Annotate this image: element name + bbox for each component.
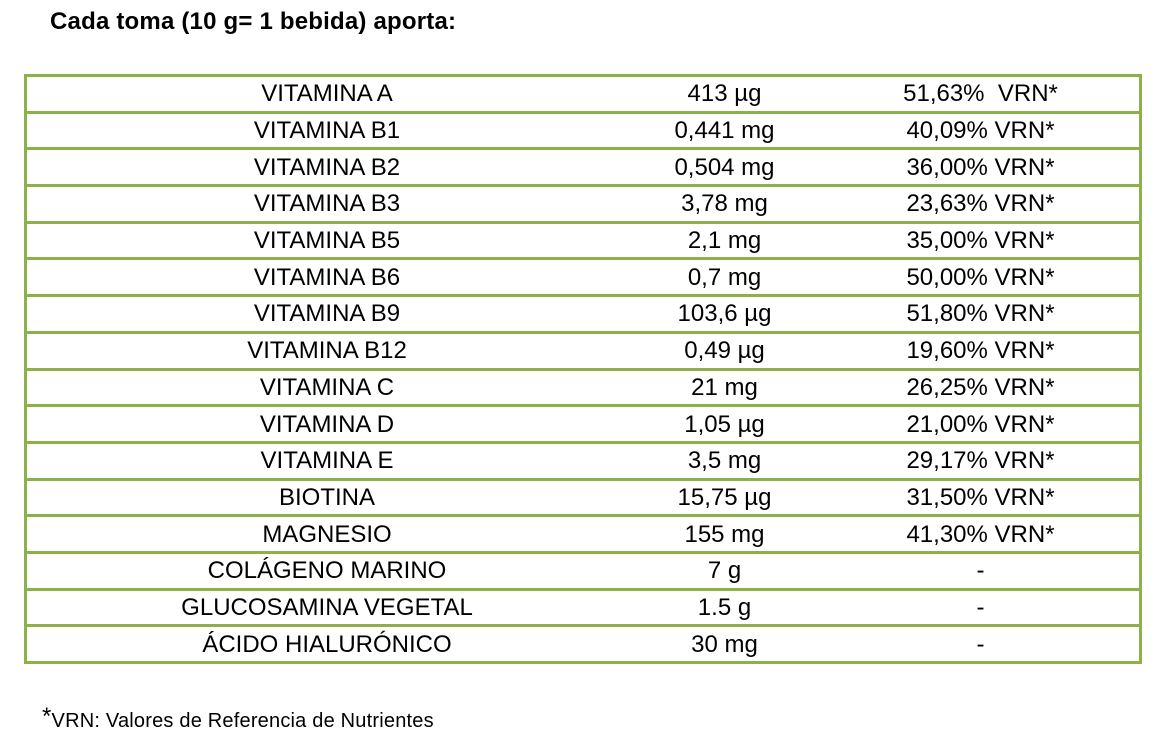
table-row: ÁCIDO HIALURÓNICO 30 mg - <box>27 624 1139 661</box>
vrn-cell: - <box>822 587 1139 626</box>
table-row: VITAMINA B5 2,1 mg 35,00% VRN* <box>27 220 1139 259</box>
nutrient-name-cell: VITAMINA B1 <box>27 110 627 149</box>
amount-cell: 0,504 mg <box>627 147 822 186</box>
nutrient-name-cell: COLÁGENO MARINO <box>27 550 627 590</box>
vrn-cell: 36,00% VRN* <box>822 147 1139 186</box>
nutrient-name-cell: VITAMINA D <box>27 404 627 443</box>
table-row: VITAMINA B1 0,441 mg 40,09% VRN* <box>27 110 1139 149</box>
table-row: VITAMINA B12 0,49 µg 19,60% VRN* <box>27 330 1139 369</box>
vrn-cell: 21,00% VRN* <box>822 404 1139 443</box>
vrn-cell: 26,25% VRN* <box>822 367 1139 406</box>
amount-cell: 3,5 mg <box>627 440 822 480</box>
table-row: GLUCOSAMINA VEGETAL 1.5 g- <box>27 587 1139 626</box>
amount-cell: 3,78 mg <box>627 184 822 223</box>
nutrition-table-body: VITAMINA A 413 µg 51,63% VRN* VITAMINA B1 0,… <box>27 77 1139 661</box>
amount-cell: 0,7 mg <box>627 257 822 296</box>
amount-cell: 1.5 g <box>627 587 822 626</box>
amount-cell: 413 µg <box>687 80 762 108</box>
vrn-cell: 51,63% VRN* <box>903 80 1058 108</box>
vrn-cell: 29,17% VRN* <box>822 440 1139 480</box>
vrn-cell: 41,30% VRN* <box>822 514 1139 553</box>
footnote-text: VRN: Valores de Referencia de Nutrientes <box>51 710 434 732</box>
amount-cell: 15,75 µg <box>627 477 822 516</box>
amount-cell: 2,1 mg <box>627 220 822 259</box>
table-row: MAGNESIO 155 mg 41,30% VRN* <box>27 514 1139 553</box>
table-row: VITAMINA D 1,05 µg 21,00% VRN* <box>27 404 1139 443</box>
vrn-cell: - <box>822 550 1139 590</box>
amount-cell: 155 mg <box>627 514 822 553</box>
table-row: VITAMINA B3 3,78 mg 23,63% VRN* <box>27 184 1139 223</box>
amount-cell: 0,441 mg <box>627 110 822 149</box>
nutrient-name-cell: VITAMINA E <box>27 440 627 480</box>
amount-cell: 1,05 µg <box>627 404 822 443</box>
nutrient-name-cell: VITAMINA A <box>261 80 393 108</box>
nutrient-name-cell: VITAMINA B5 <box>27 220 627 259</box>
table-row: VITAMINA B9 103,6 µg 51,80% VRN* <box>27 294 1139 333</box>
footnote: *VRN: Valores de Referencia de Nutriente… <box>42 703 434 734</box>
nutrient-name-cell: ÁCIDO HIALURÓNICO <box>27 624 627 661</box>
table-row: COLÁGENO MARINO 7 g- <box>27 550 1139 590</box>
nutrient-name-cell: VITAMINA B9 <box>27 294 627 333</box>
table-row: VITAMINA B6 0,7 mg 50,00% VRN* <box>27 257 1139 296</box>
amount-cell: 21 mg <box>627 367 822 406</box>
nutrient-name-cell: VITAMINA B2 <box>27 147 627 186</box>
nutrient-name-cell: VITAMINA C <box>27 367 627 406</box>
nutrient-name-cell: VITAMINA B12 <box>27 330 627 369</box>
vrn-cell: 31,50% VRN* <box>822 477 1139 516</box>
nutrient-name-cell: BIOTINA <box>27 477 627 516</box>
table-row: BIOTINA 15,75 µg 31,50% VRN* <box>27 477 1139 516</box>
vrn-cell: - <box>822 624 1139 661</box>
table-row: VITAMINA B2 0,504 mg 36,00% VRN* <box>27 147 1139 186</box>
amount-cell: 103,6 µg <box>627 294 822 333</box>
nutrient-name-cell: VITAMINA B3 <box>27 184 627 223</box>
vrn-cell: 23,63% VRN* <box>822 184 1139 223</box>
vrn-cell: 19,60% VRN* <box>822 330 1139 369</box>
vrn-cell: 50,00% VRN* <box>822 257 1139 296</box>
table-row: VITAMINA E 3,5 mg 29,17% VRN* <box>27 440 1139 480</box>
page-title: Cada toma (10 g= 1 bebida) aporta: <box>50 8 457 35</box>
table-row: VITAMINA A 413 µg 51,63% VRN* <box>27 77 1139 112</box>
nutrition-table-grid: VITAMINA A 413 µg 51,63% VRN* VITAMINA B1 0,… <box>27 77 1139 661</box>
amount-cell: 30 mg <box>627 624 822 661</box>
vrn-cell: 35,00% VRN* <box>822 220 1139 259</box>
nutrition-table: VITAMINA A 413 µg 51,63% VRN* VITAMINA B1 0,… <box>24 74 1142 664</box>
vrn-cell: 40,09% VRN* <box>822 110 1139 149</box>
footnote-asterisk: * <box>42 703 52 730</box>
amount-cell: 7 g <box>627 550 822 590</box>
vrn-cell: 51,80% VRN* <box>822 294 1139 333</box>
nutrient-name-cell: MAGNESIO <box>27 514 627 553</box>
table-row: VITAMINA C 21 mg 26,25% VRN* <box>27 367 1139 406</box>
nutrient-name-cell: GLUCOSAMINA VEGETAL <box>27 587 627 626</box>
nutrient-name-cell: VITAMINA B6 <box>27 257 627 296</box>
amount-cell: 0,49 µg <box>627 330 822 369</box>
